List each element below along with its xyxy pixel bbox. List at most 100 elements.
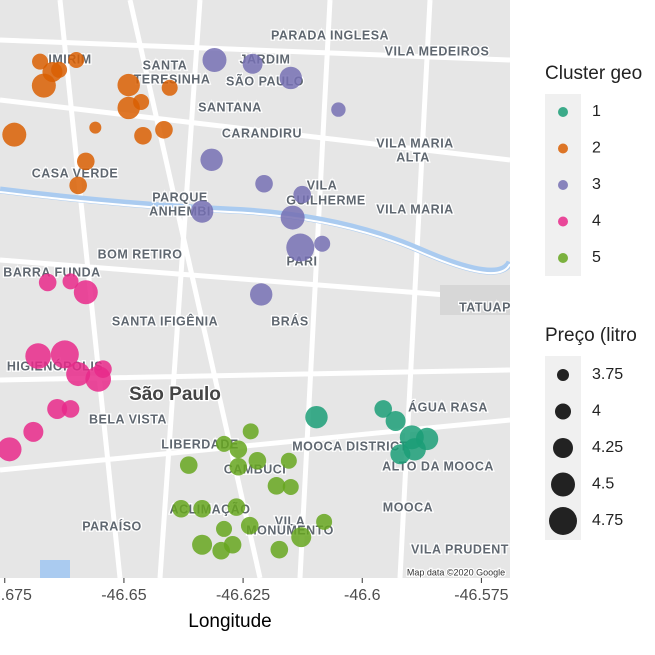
legend-label: 3 — [592, 176, 601, 193]
point — [31, 73, 56, 98]
size-legend-key — [555, 403, 571, 420]
legend-label: 1 — [592, 103, 601, 120]
x-tick-label: -46.625 — [216, 587, 270, 604]
legend-label: 4 — [592, 213, 601, 230]
point — [172, 499, 190, 518]
point — [76, 152, 95, 171]
point — [385, 410, 406, 431]
point — [291, 527, 312, 548]
point — [25, 343, 51, 369]
legend-swatch — [558, 107, 568, 117]
point — [62, 273, 79, 290]
legend-swatch — [558, 216, 568, 227]
point — [2, 122, 27, 147]
point — [314, 235, 331, 252]
point — [32, 53, 49, 70]
map-label: BELA VISTA — [89, 412, 167, 426]
map-label: VILA — [307, 178, 337, 192]
x-tick-label: -46.675 — [0, 587, 32, 604]
size-legend-key — [549, 507, 577, 535]
point — [190, 200, 214, 223]
point — [240, 516, 259, 535]
point — [316, 513, 333, 530]
point — [66, 362, 91, 387]
legend-label: 5 — [592, 249, 601, 266]
point — [255, 174, 273, 193]
map-label: MOOCA DISTRICT — [292, 439, 408, 453]
point — [200, 148, 223, 171]
map-label: CARANDIRU — [222, 126, 302, 140]
map-label: ALTA — [396, 150, 429, 164]
point — [229, 457, 248, 476]
map-label: VILA PRUDENT — [411, 542, 509, 556]
point — [403, 438, 426, 461]
point — [0, 437, 22, 462]
legend-swatch — [558, 180, 568, 190]
map-label: CASA VERDE — [32, 166, 119, 180]
point — [212, 541, 230, 560]
x-tick-label: -46.6 — [344, 587, 381, 604]
point — [193, 499, 211, 518]
size-legend-key — [551, 472, 575, 497]
map-label: São Paulo — [129, 384, 221, 405]
map-label: TATUAP — [459, 300, 511, 314]
map-label: VILA MEDEIROS — [385, 44, 490, 58]
point — [192, 534, 213, 555]
size-legend-label: 3.75 — [592, 366, 623, 383]
size-legend-label: 4 — [592, 403, 601, 420]
size-legend-key — [553, 438, 573, 458]
size-legend-title: Preço (litro — [545, 325, 637, 346]
map-label: VILA — [275, 514, 305, 528]
map-label: PARADA INGLESA — [271, 28, 389, 42]
point — [89, 121, 102, 134]
x-axis-label: Longitude — [188, 611, 271, 632]
point — [61, 400, 80, 418]
point — [47, 398, 68, 419]
point — [280, 452, 297, 469]
x-tick-label: -46.575 — [454, 587, 508, 604]
point — [267, 477, 286, 495]
point — [249, 283, 273, 306]
size-legend-key — [557, 369, 569, 381]
point — [202, 47, 227, 72]
point — [117, 73, 140, 97]
map-label: PARQUE — [152, 190, 208, 204]
point — [242, 423, 259, 440]
point — [155, 120, 173, 139]
legend-swatch — [558, 143, 568, 154]
point — [270, 540, 289, 559]
point — [134, 126, 152, 145]
point — [73, 280, 98, 305]
point — [51, 61, 68, 78]
map-label: SANTA — [143, 58, 188, 72]
size-legend-label: 4.25 — [592, 439, 623, 456]
map-label: BRÁS — [271, 313, 308, 328]
x-tick-label: -46.65 — [101, 587, 146, 604]
map-label: MOOCA — [383, 500, 433, 514]
point — [227, 498, 246, 516]
map-label: MONUMENTO — [246, 523, 334, 537]
map-label: PARAÍSO — [82, 518, 142, 533]
point — [279, 66, 302, 90]
point — [280, 205, 305, 230]
map-label: SANTA IFIGÊNIA — [112, 313, 218, 328]
map-label: Map data ©2020 Google — [407, 567, 505, 577]
map-label: TERESINHA — [134, 72, 211, 86]
point — [161, 79, 178, 96]
point — [179, 456, 198, 474]
map-label: VILA MARIA — [376, 202, 453, 216]
size-legend-label: 4.75 — [592, 512, 623, 529]
size-legend-label: 4.5 — [592, 476, 614, 493]
point — [23, 421, 44, 442]
point — [374, 400, 393, 418]
point — [216, 435, 233, 452]
map-label: VILA MARIA — [376, 136, 453, 150]
map-label: SANTANA — [198, 100, 262, 114]
point — [38, 273, 57, 292]
map-label: ALTO DA MOOCA — [382, 459, 494, 473]
legend-label: 2 — [592, 140, 601, 157]
map-label: BOM RETIRO — [98, 247, 183, 261]
point — [286, 233, 315, 262]
point — [94, 360, 112, 378]
